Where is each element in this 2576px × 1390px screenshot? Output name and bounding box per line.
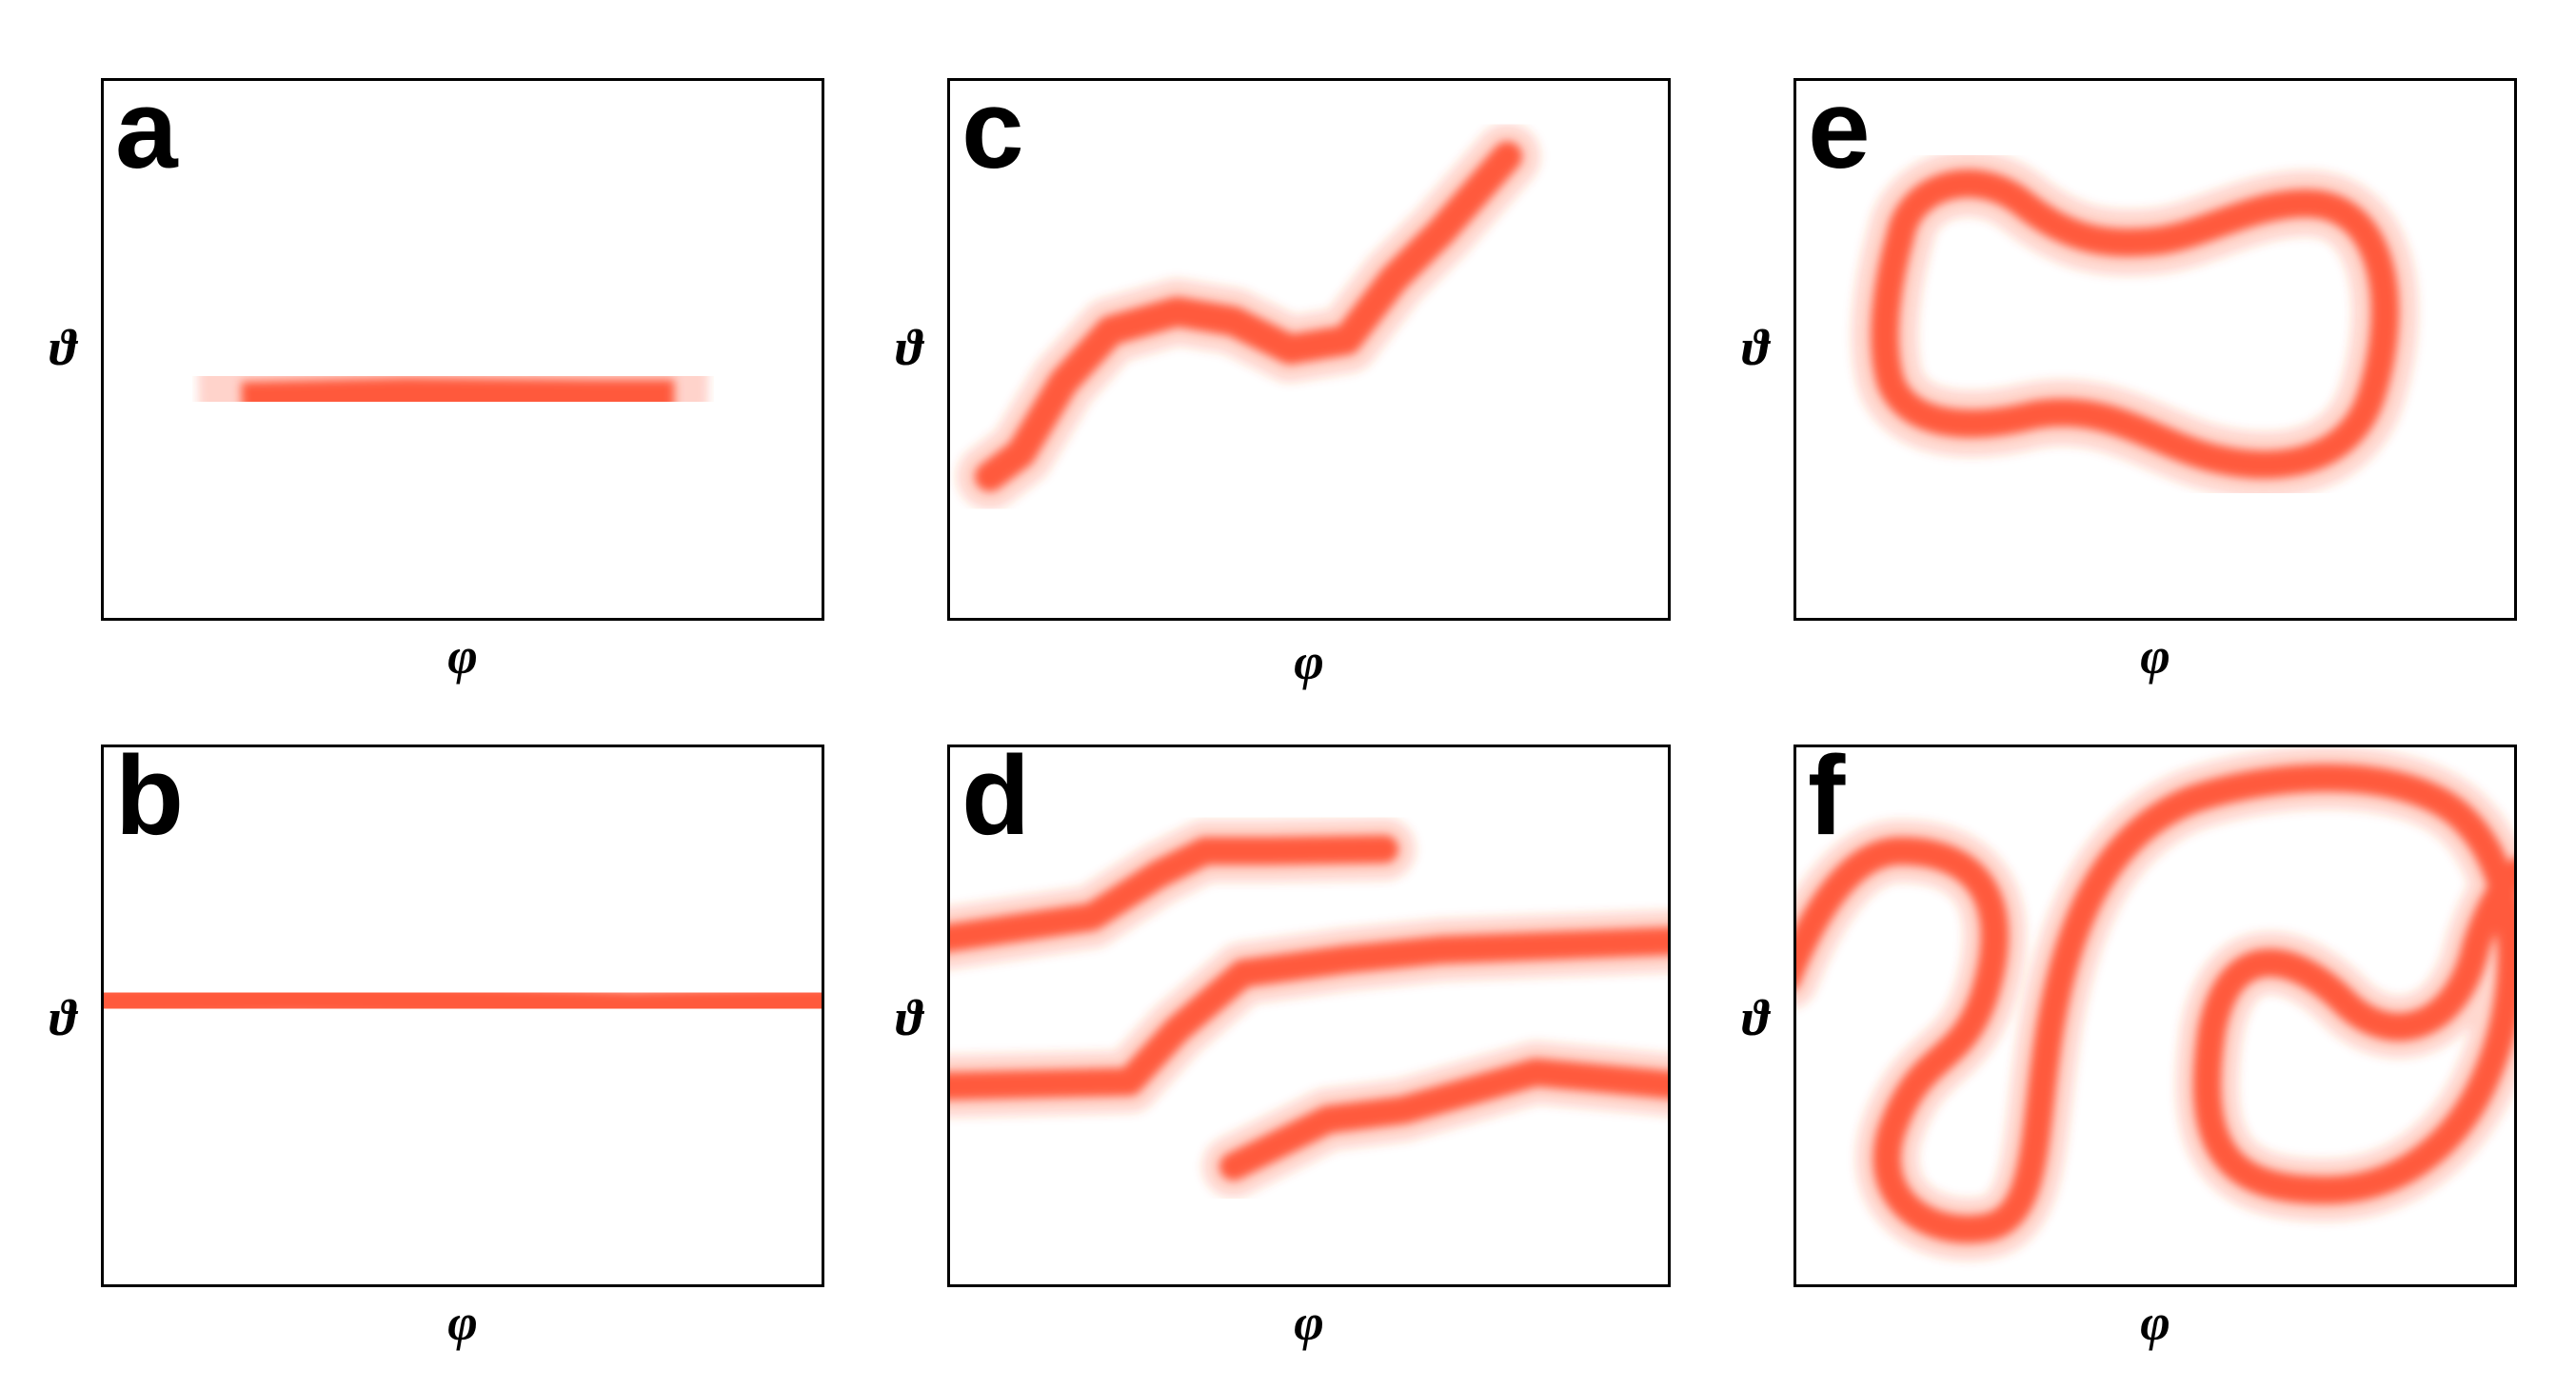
trajectory-plot-c [950,81,1668,618]
panel-label: d [961,745,1030,852]
panel-b: b [101,745,824,1287]
panel-label: b [115,745,184,852]
trajectory-plot-f [1796,747,2514,1284]
x-axis-label-a: φ [425,630,501,682]
y-axis-label-a: ϑ [34,322,91,373]
panel-f: f [1793,745,2517,1287]
panel-d: d [947,745,1671,1287]
x-axis-label-b: φ [425,1297,501,1348]
x-axis-label-c: φ [1271,636,1347,687]
trajectory-plot-b [104,747,822,1284]
x-axis-label-e: φ [2117,630,2193,682]
y-axis-label-b: ϑ [34,992,91,1043]
x-axis-label-f: φ [2117,1297,2193,1348]
panel-label: c [961,78,1024,186]
trajectory-plot-a [104,81,822,618]
panel-label: e [1808,78,1871,186]
y-axis-label-e: ϑ [1727,322,1784,373]
panel-c: c [947,78,1671,621]
panel-label: a [115,78,178,186]
y-axis-label-f: ϑ [1727,992,1784,1043]
panel-e: e [1793,78,2517,621]
trajectory-trace [260,395,657,399]
panel-label: f [1808,745,1845,852]
y-axis-label-d: ϑ [881,992,938,1043]
trajectory-trace [104,998,822,1007]
panel-a: a [101,78,824,621]
y-axis-label-c: ϑ [881,322,938,373]
trajectory-plot-e [1796,81,2514,618]
trajectory-plot-d [950,747,1668,1284]
x-axis-label-d: φ [1271,1297,1347,1348]
